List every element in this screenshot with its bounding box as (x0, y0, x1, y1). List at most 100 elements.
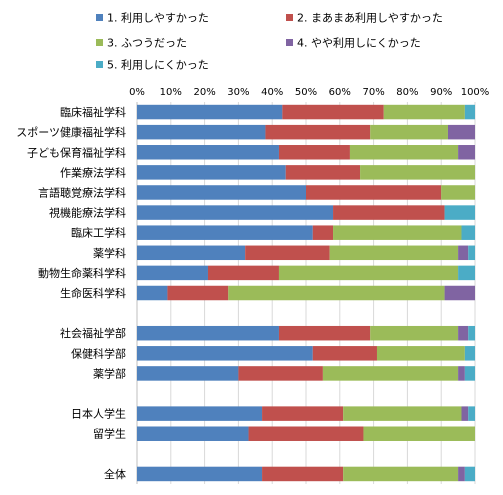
bar-segment-series-3 (370, 124, 448, 140)
x-tick-label: 30% (227, 87, 249, 98)
bar-segment-series-2 (245, 245, 330, 261)
bar-segment-series-5 (468, 406, 475, 421)
bar-segment-series-2 (262, 406, 344, 421)
bar-segment-series-1 (137, 104, 283, 120)
bar-segment-series-5 (464, 104, 475, 120)
bar-segment-series-3 (383, 104, 465, 120)
bar-segment-series-1 (137, 225, 313, 240)
bar-segment-series-4 (447, 124, 475, 140)
bar-segment-series-3 (322, 366, 459, 381)
bar-segment-series-1 (137, 346, 313, 361)
bar-segment-series-4 (458, 366, 465, 381)
bar-segment-series-3 (343, 466, 459, 482)
bar-segment-series-4 (458, 145, 475, 160)
x-tick-label: 70% (362, 87, 384, 98)
y-axis-category-labels: 臨床福祉学科スポーツ健康福祉学科子ども保育福祉学科作業療法学科言語聴覚療法学科視… (16, 105, 126, 481)
legend-swatch-2 (286, 14, 293, 21)
category-label: 子ども保育福祉学科 (27, 145, 126, 159)
bar-segment-series-1 (137, 325, 279, 341)
bar-segment-series-1 (137, 205, 334, 220)
bar-segment-series-4 (444, 285, 475, 301)
bar-segment-series-1 (137, 145, 279, 160)
legend-label-2: 2. まあまあ利用しやすかった (297, 12, 443, 25)
category-label: 社会福祉学部 (60, 326, 126, 340)
bar-segment-series-3 (370, 325, 459, 341)
bar-segment-series-2 (262, 466, 344, 482)
x-tick-label: 50% (295, 87, 317, 98)
category-label: 全体 (104, 467, 126, 481)
bar-segment-series-2 (278, 325, 371, 341)
bar-segment-series-1 (137, 265, 208, 281)
bar-segment-series-2 (265, 124, 371, 140)
bar-segment-series-5 (468, 245, 475, 261)
bar-segment-series-4 (458, 466, 465, 482)
category-label: 生命医科学科 (60, 286, 126, 300)
bar-segment-series-2 (167, 285, 229, 301)
bar-segment-series-2 (207, 265, 279, 281)
bar-segment-series-5 (461, 225, 475, 240)
legend-swatch-1 (96, 14, 103, 21)
bar-segment-series-2 (312, 346, 377, 361)
bar-segment-series-3 (349, 145, 459, 160)
category-label: 臨床工学科 (71, 226, 126, 240)
x-tick-label: 0% (129, 87, 145, 98)
bar-segment-series-3 (333, 225, 462, 240)
bar-segment-series-1 (137, 366, 239, 381)
bar-segment-series-5 (464, 346, 475, 361)
bar-segment-series-5 (464, 466, 475, 482)
bar-segment-series-1 (137, 165, 286, 180)
chart-bars (137, 104, 475, 482)
chart-legend: 1. 利用しやすかった 2. まあまあ利用しやすかった 3. ふつうだった 4. やや… (96, 12, 443, 72)
bar-segment-series-4 (458, 245, 469, 261)
bar-segment-series-2 (312, 225, 334, 240)
bar-segment-series-4 (458, 325, 469, 341)
bar-segment-series-3 (441, 185, 475, 200)
x-tick-label: 20% (193, 87, 215, 98)
x-tick-label: 60% (329, 87, 351, 98)
bar-segment-series-5 (458, 265, 475, 281)
bar-segment-series-1 (137, 124, 266, 140)
x-tick-label: 100% (461, 87, 490, 98)
legend-label-3: 3. ふつうだった (107, 37, 187, 50)
category-label: 臨床福祉学科 (60, 105, 126, 119)
legend-swatch-4 (286, 39, 293, 46)
x-tick-label: 40% (261, 87, 283, 98)
bar-segment-series-3 (329, 245, 459, 261)
category-label: 作業療法学科 (60, 165, 126, 179)
legend-swatch-5 (96, 61, 103, 68)
x-tick-label: 90% (430, 87, 452, 98)
bar-segment-series-2 (306, 185, 442, 200)
legend-label-4: 4. やや利用しにくかった (297, 37, 421, 50)
bar-segment-series-1 (137, 426, 249, 441)
category-label: 動物生命薬科学科 (38, 266, 126, 280)
legend-label-5: 5. 利用しにくかった (107, 59, 209, 72)
bar-segment-series-3 (363, 426, 475, 441)
bar-segment-series-1 (137, 466, 263, 482)
bar-segment-series-3 (376, 346, 465, 361)
x-tick-label: 10% (160, 87, 182, 98)
category-label: 言語聴覚療法学科 (38, 185, 126, 199)
x-axis-ticks: 0% 10% 20% 30% 40% 50% 60% 70% 80% 90% 100% (129, 87, 489, 98)
bar-segment-series-1 (137, 245, 246, 261)
bar-segment-series-2 (238, 366, 323, 381)
legend-swatch-3 (96, 39, 103, 46)
category-label: 薬学科 (93, 246, 126, 260)
bar-segment-series-3 (360, 165, 475, 180)
bar-segment-series-2 (282, 104, 384, 120)
bar-segment-series-5 (444, 205, 475, 220)
legend-label-1: 1. 利用しやすかった (107, 12, 209, 25)
category-label: 留学生 (93, 427, 126, 441)
category-label: 保健科学部 (71, 346, 126, 360)
bar-segment-series-1 (137, 185, 306, 200)
x-tick-label: 80% (396, 87, 418, 98)
category-label: 視機能療法学科 (49, 206, 126, 220)
bar-segment-series-3 (228, 285, 445, 301)
bar-segment-series-3 (343, 406, 462, 421)
category-label: 日本人学生 (71, 407, 126, 421)
bar-segment-series-3 (278, 265, 459, 281)
category-label: 薬学部 (93, 366, 126, 380)
bar-segment-series-4 (461, 406, 469, 421)
category-label: スポーツ健康福祉学科 (16, 125, 126, 139)
bar-segment-series-1 (137, 406, 263, 421)
